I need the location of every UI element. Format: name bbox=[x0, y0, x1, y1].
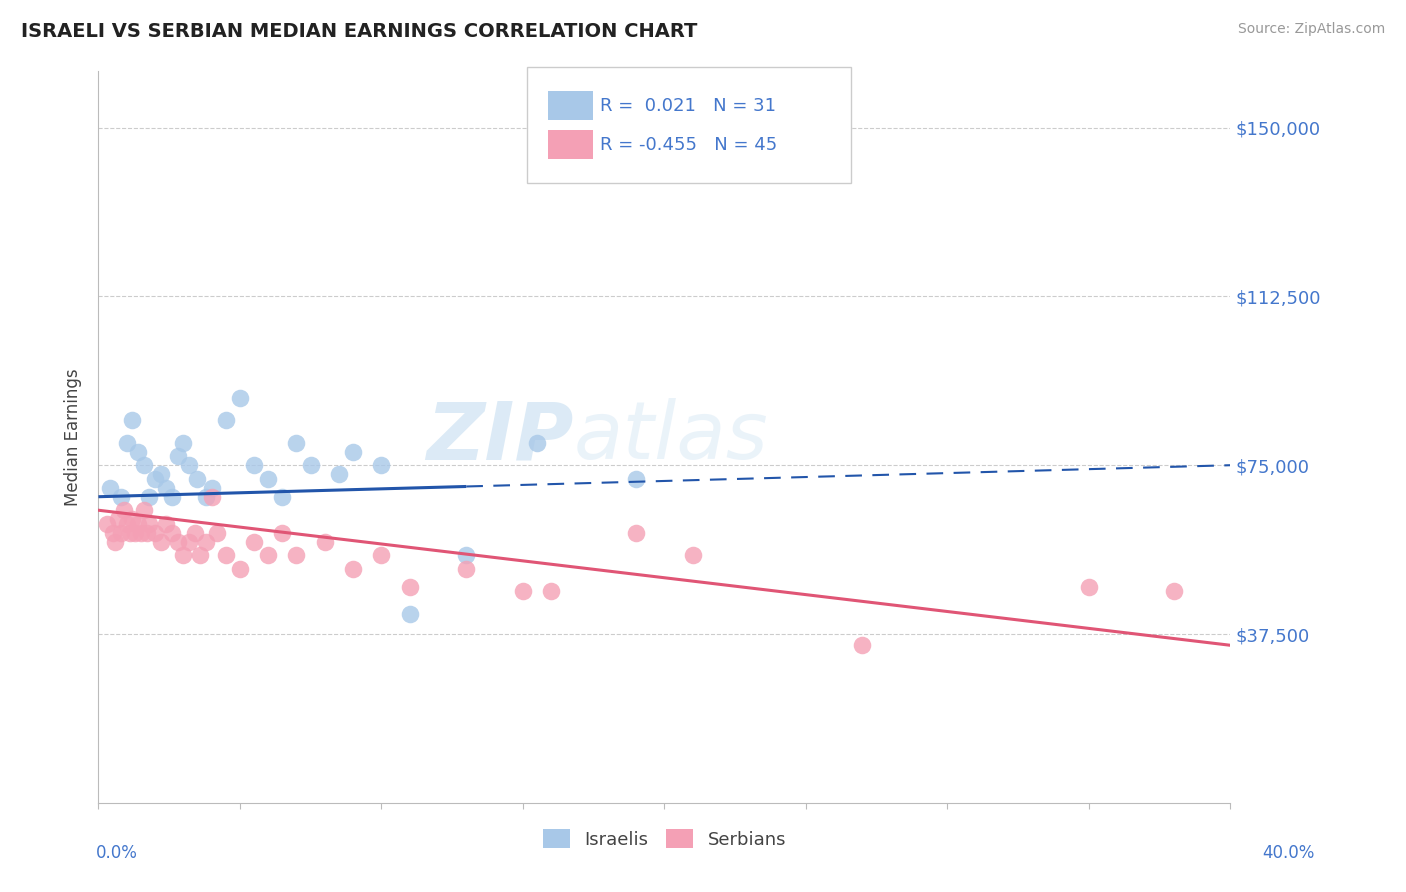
Point bbox=[98, 481, 121, 495]
Point bbox=[115, 435, 138, 450]
Point bbox=[526, 435, 548, 450]
Point bbox=[456, 548, 478, 562]
Point bbox=[121, 512, 143, 526]
Point bbox=[299, 458, 322, 473]
Point bbox=[127, 516, 149, 531]
Point bbox=[215, 548, 238, 562]
Point bbox=[540, 584, 562, 599]
Text: ZIP: ZIP bbox=[426, 398, 574, 476]
Point bbox=[456, 562, 478, 576]
Point bbox=[160, 525, 183, 540]
Point bbox=[207, 525, 229, 540]
Point bbox=[215, 413, 238, 427]
Point bbox=[271, 490, 294, 504]
Point bbox=[370, 458, 392, 473]
Point bbox=[101, 525, 124, 540]
Point bbox=[172, 435, 194, 450]
Point bbox=[138, 490, 160, 504]
Point bbox=[155, 481, 177, 495]
Y-axis label: Median Earnings: Median Earnings bbox=[65, 368, 83, 506]
Point bbox=[110, 490, 132, 504]
Point bbox=[177, 458, 200, 473]
Point bbox=[118, 525, 141, 540]
Point bbox=[229, 391, 252, 405]
Point bbox=[285, 548, 308, 562]
Text: 40.0%: 40.0% bbox=[1263, 844, 1315, 862]
Point bbox=[186, 472, 208, 486]
Point bbox=[110, 525, 132, 540]
Text: R = -0.455   N = 45: R = -0.455 N = 45 bbox=[600, 136, 778, 154]
Point bbox=[107, 512, 129, 526]
Point bbox=[183, 525, 205, 540]
Point bbox=[851, 638, 873, 652]
Point bbox=[194, 534, 217, 549]
Text: 0.0%: 0.0% bbox=[96, 844, 138, 862]
Point bbox=[243, 458, 266, 473]
Point bbox=[172, 548, 194, 562]
Point bbox=[177, 534, 200, 549]
Point bbox=[285, 435, 308, 450]
Point bbox=[201, 490, 224, 504]
Point bbox=[115, 516, 138, 531]
Point bbox=[1163, 584, 1185, 599]
Point bbox=[112, 503, 135, 517]
Point bbox=[143, 472, 166, 486]
Text: R =  0.021   N = 31: R = 0.021 N = 31 bbox=[600, 97, 776, 115]
Point bbox=[328, 467, 350, 482]
Point bbox=[166, 534, 188, 549]
Point bbox=[271, 525, 294, 540]
Point bbox=[342, 562, 364, 576]
Point bbox=[160, 490, 183, 504]
Point bbox=[166, 449, 188, 463]
Point bbox=[1077, 580, 1099, 594]
Point bbox=[370, 548, 392, 562]
Point bbox=[512, 584, 534, 599]
Point bbox=[155, 516, 177, 531]
Point bbox=[149, 534, 172, 549]
Point bbox=[135, 525, 157, 540]
Point bbox=[314, 534, 336, 549]
Point bbox=[682, 548, 704, 562]
Point bbox=[201, 481, 224, 495]
Point bbox=[229, 562, 252, 576]
Point bbox=[149, 467, 172, 482]
Point bbox=[132, 503, 155, 517]
Point bbox=[398, 580, 420, 594]
Point bbox=[96, 516, 118, 531]
Point bbox=[121, 413, 143, 427]
Point bbox=[624, 525, 647, 540]
Point bbox=[138, 516, 160, 531]
Point bbox=[624, 472, 647, 486]
Legend: Israelis, Serbians: Israelis, Serbians bbox=[536, 822, 793, 856]
Point bbox=[342, 444, 364, 458]
Point bbox=[398, 607, 420, 621]
Point bbox=[104, 534, 127, 549]
Point bbox=[257, 472, 280, 486]
Point bbox=[124, 525, 146, 540]
Text: atlas: atlas bbox=[574, 398, 769, 476]
Point bbox=[257, 548, 280, 562]
Point bbox=[127, 444, 149, 458]
Point bbox=[129, 525, 152, 540]
Text: ISRAELI VS SERBIAN MEDIAN EARNINGS CORRELATION CHART: ISRAELI VS SERBIAN MEDIAN EARNINGS CORRE… bbox=[21, 22, 697, 41]
Text: Source: ZipAtlas.com: Source: ZipAtlas.com bbox=[1237, 22, 1385, 37]
Point bbox=[243, 534, 266, 549]
Point bbox=[132, 458, 155, 473]
Point bbox=[143, 525, 166, 540]
Point bbox=[188, 548, 211, 562]
Point bbox=[194, 490, 217, 504]
